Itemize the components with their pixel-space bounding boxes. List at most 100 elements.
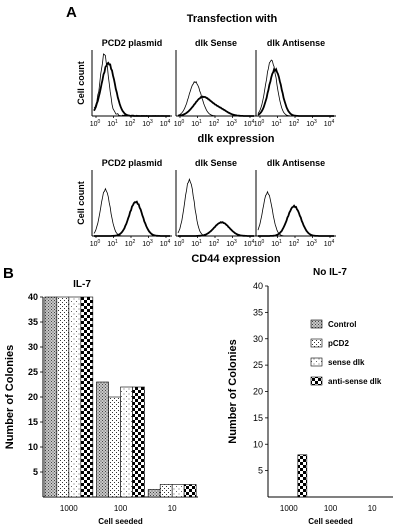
y-tick-label: 35: [28, 317, 38, 327]
bar: [121, 387, 133, 497]
panel-a-label: A: [66, 4, 77, 21]
x-tick-label: 10: [168, 504, 177, 513]
panel-b-label: B: [3, 265, 14, 282]
x-tick-label: 102: [289, 239, 300, 248]
x-axis-label: Cell seeded: [308, 517, 353, 526]
y-tick-label: 30: [253, 334, 263, 344]
y-tick-label: 20: [253, 387, 263, 397]
x-tick-label: 103: [226, 239, 237, 248]
histogram-curve: [258, 192, 334, 236]
column-header: dlk Antisense: [267, 38, 325, 48]
column-header: PCD2 plasmid: [102, 158, 163, 168]
legend-label: anti-sense dlk: [328, 377, 382, 386]
legend-label: sense dlk: [328, 358, 365, 367]
x-tick-label: 101: [191, 119, 202, 128]
x-tick-label: 102: [289, 119, 300, 128]
column-header: PCD2 plasmid: [102, 38, 163, 48]
histogram-curve: [258, 206, 334, 236]
row1-x-axis-label: dlk expression: [197, 133, 274, 145]
x-tick-label: 104: [160, 239, 171, 248]
bar: [133, 387, 145, 497]
y-tick-label: 25: [28, 367, 38, 377]
x-tick-label: 102: [209, 119, 220, 128]
chart-title: IL-7: [73, 279, 91, 290]
x-tick-label: 101: [271, 119, 282, 128]
x-tick-label: 103: [306, 119, 317, 128]
bar: [148, 490, 160, 498]
bar: [97, 382, 109, 497]
x-tick-label: 100: [174, 239, 185, 248]
histogram-curve: [94, 63, 170, 116]
x-tick-label: 100: [324, 504, 338, 513]
x-tick-label: 100: [174, 119, 185, 128]
column-header: dlk Sense: [195, 38, 237, 48]
x-tick-label: 102: [125, 119, 136, 128]
histogram-curve: [178, 97, 254, 116]
bar: [57, 297, 69, 497]
x-tick-label: 102: [209, 239, 220, 248]
x-tick-label: 103: [226, 119, 237, 128]
y-tick-label: 30: [28, 342, 38, 352]
y-tick-label: 5: [33, 467, 38, 477]
bar: [298, 455, 307, 497]
bar: [81, 297, 93, 497]
x-tick-label: 100: [254, 239, 265, 248]
x-tick-label: 101: [107, 239, 118, 248]
x-tick-label: 101: [191, 239, 202, 248]
x-tick-label: 10: [368, 504, 377, 513]
y-tick-label: 15: [253, 413, 263, 423]
row2-x-axis-label: CD44 expression: [191, 253, 281, 265]
legend-swatch: [311, 339, 322, 347]
bar: [172, 485, 184, 498]
x-tick-label: 100: [90, 119, 101, 128]
y-tick-label: 40: [28, 292, 38, 302]
y-tick-label: 20: [28, 392, 38, 402]
cell-count-axis-label: Cell count: [76, 61, 86, 105]
column-header: dlk Antisense: [267, 158, 325, 168]
y-axis-label: Number of Colonies: [4, 345, 16, 450]
y-tick-label: 25: [253, 360, 263, 370]
y-tick-label: 10: [253, 439, 263, 449]
bar: [69, 297, 81, 497]
histogram-curve: [178, 222, 254, 236]
x-tick-label: 103: [306, 239, 317, 248]
column-header: dlk Sense: [195, 158, 237, 168]
x-tick-label: 104: [160, 119, 171, 128]
panel-a-title: Transfection with: [187, 13, 278, 25]
x-tick-label: 103: [142, 239, 153, 248]
legend-label: pCD2: [328, 339, 349, 348]
y-tick-label: 35: [253, 307, 263, 317]
bar: [45, 297, 57, 497]
histogram-curve: [178, 179, 254, 236]
bar: [109, 397, 121, 497]
y-tick-label: 15: [28, 417, 38, 427]
y-tick-label: 40: [253, 281, 263, 291]
histogram-curve: [94, 189, 170, 236]
x-tick-label: 1000: [280, 504, 298, 513]
histogram-curve: [94, 54, 170, 116]
bar-charts: IL-7 Number of Colonies 5 10 15 20 25 30 35 40 100…: [4, 267, 393, 526]
x-tick-label: 100: [90, 239, 101, 248]
cell-count-axis-label: Cell count: [76, 181, 86, 225]
x-tick-label: 1000: [60, 504, 78, 513]
x-tick-label: 101: [107, 119, 118, 128]
x-tick-label: 103: [142, 119, 153, 128]
y-tick-label: 10: [28, 442, 38, 452]
x-tick-label: 104: [324, 239, 335, 248]
x-tick-label: 104: [324, 119, 335, 128]
bar: [160, 485, 172, 498]
x-tick-label: 100: [254, 119, 265, 128]
x-axis-label: Cell seeded: [98, 517, 143, 526]
x-tick-label: 102: [125, 239, 136, 248]
legend-swatch: [311, 358, 322, 366]
legend-label: Control: [328, 320, 356, 329]
legend-swatch: [311, 377, 322, 385]
legend-swatch: [311, 320, 322, 328]
x-tick-label: 100: [114, 504, 128, 513]
y-tick-label: 5: [258, 466, 263, 476]
x-tick-label: 101: [271, 239, 282, 248]
histogram-curve: [94, 202, 170, 236]
bar: [184, 485, 196, 498]
chart-title: No IL-7: [313, 267, 347, 278]
histogram-curve: [258, 69, 334, 116]
